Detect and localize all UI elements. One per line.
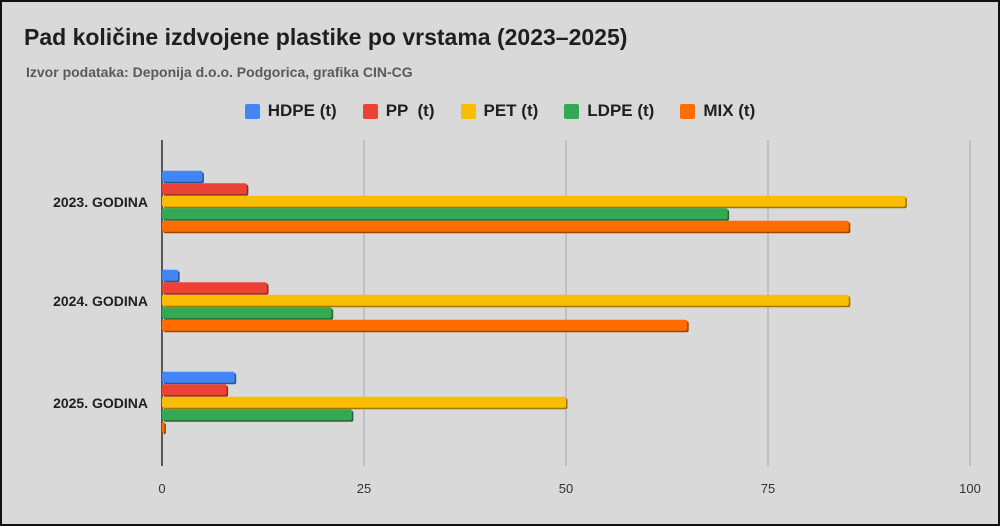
- bar: [162, 307, 332, 319]
- legend-label: HDPE (t): [267, 101, 337, 120]
- legend-label: PP (t): [385, 101, 435, 120]
- legend-swatch: [680, 103, 696, 119]
- bar: [162, 421, 165, 433]
- legend-label: PET (t): [483, 101, 539, 120]
- legend-swatch: [564, 103, 580, 119]
- category-label: 2023. GODINA: [53, 194, 148, 210]
- x-tick-label: 100: [959, 481, 981, 496]
- bar: [162, 384, 227, 396]
- chart-title: Pad količine izdvojene plastike po vrsta…: [24, 24, 628, 50]
- legend-swatch: [362, 103, 378, 119]
- legend-item: PP (t): [362, 101, 435, 121]
- legend-label: LDPE (t): [587, 101, 655, 120]
- bar: [162, 409, 352, 421]
- bar: [162, 170, 203, 182]
- chart-subtitle: Izvor podataka: Deponija d.o.o. Podgoric…: [26, 64, 413, 80]
- legend-swatch: [460, 103, 476, 119]
- x-tick-label: 0: [158, 481, 165, 496]
- legend-item: MIX (t): [680, 101, 755, 121]
- legend-swatch: [244, 103, 260, 119]
- bar: [162, 195, 906, 207]
- bar: [162, 220, 849, 232]
- x-tick-label: 25: [357, 481, 371, 496]
- bar: [162, 208, 728, 220]
- x-tick-label: 75: [761, 481, 775, 496]
- legend-item: HDPE (t): [244, 101, 337, 121]
- legend-item: LDPE (t): [564, 101, 654, 121]
- bar: [162, 294, 849, 306]
- legend-label: MIX (t): [703, 101, 756, 120]
- legend-item: PET (t): [460, 101, 539, 121]
- x-tick-label: 50: [559, 481, 573, 496]
- bar: [162, 183, 247, 195]
- category-label: 2025. GODINA: [53, 395, 148, 411]
- category-label: 2024. GODINA: [53, 293, 148, 309]
- bar: [162, 282, 268, 294]
- bar: [162, 269, 179, 281]
- bar: [162, 319, 688, 331]
- chart-legend: HDPE (t) PP (t) PET (t) LDPE (t) MIX (t): [2, 98, 998, 124]
- bar: [162, 371, 235, 383]
- bar: [162, 396, 566, 408]
